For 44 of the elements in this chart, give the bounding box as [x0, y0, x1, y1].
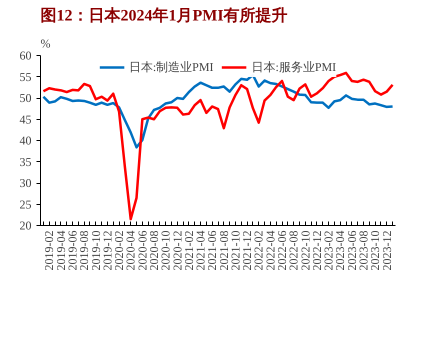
- x-tick-label: 2020-06: [135, 230, 150, 270]
- x-tick-label: 2019-08: [77, 230, 92, 270]
- x-tick-label: 2023-08: [356, 230, 370, 270]
- y-tick-label: 50: [20, 91, 32, 105]
- y-tick-label: 60: [20, 48, 32, 62]
- x-tick-label: 2023-12: [380, 230, 394, 270]
- x-tick-label: 2020-08: [146, 230, 161, 270]
- x-tick-label: 2021-06: [205, 230, 220, 270]
- x-tick-label: 2023-04: [333, 230, 348, 270]
- x-tick-label: 2020-04: [124, 230, 138, 270]
- x-tick-label: 2023-06: [344, 230, 359, 270]
- line-series: [42, 72, 394, 220]
- x-tick-label: 2020-02: [112, 230, 126, 270]
- y-tick-label: 55: [20, 70, 32, 84]
- legend-label: 日本:服务业PMI: [252, 58, 336, 76]
- x-tick-label: 2022-12: [310, 230, 324, 270]
- chart-title: 图12：日本2024年1月PMI有所提升: [40, 6, 288, 24]
- x-tick-label: 2023-02: [322, 230, 336, 270]
- y-tick-label: 35: [20, 154, 32, 169]
- x-tick-label: 2022-08: [286, 230, 301, 270]
- x-tick-label: 2020-12: [170, 230, 184, 270]
- y-tick-label: 40: [20, 134, 32, 148]
- x-tick-label: 2020-10: [158, 230, 173, 270]
- x-tick-label: 2022-02: [252, 230, 266, 270]
- x-tick-label: 2021-12: [240, 230, 254, 270]
- x-tick-label: 2019-12: [100, 230, 114, 270]
- x-tick-label: 2021-08: [216, 230, 231, 270]
- x-tick-label: 2022-10: [298, 230, 312, 270]
- x-tick-label: 2019-06: [66, 230, 80, 270]
- y-tick-label: 20: [20, 218, 32, 232]
- y-tick-label: 30: [20, 176, 32, 190]
- x-tick-label: 2021-04: [194, 230, 208, 270]
- x-tick-label: 2019-10: [88, 230, 103, 270]
- x-tick-label: 2023-10: [368, 230, 382, 270]
- y-axis-title: %: [40, 36, 50, 50]
- y-tick-label: 45: [20, 112, 32, 126]
- x-tick-label: 2019-02: [42, 230, 56, 270]
- x-tick-label: 2022-06: [275, 230, 290, 270]
- legend-label: 日本:制造业PMI: [128, 58, 214, 76]
- y-tick-label: 25: [20, 197, 32, 212]
- x-tick-label: 2019-04: [54, 230, 68, 270]
- x-tick-label: 2022-04: [263, 230, 278, 270]
- x-tick-label: 2021-02: [182, 230, 196, 270]
- x-tick-label: 2021-10: [228, 230, 242, 270]
